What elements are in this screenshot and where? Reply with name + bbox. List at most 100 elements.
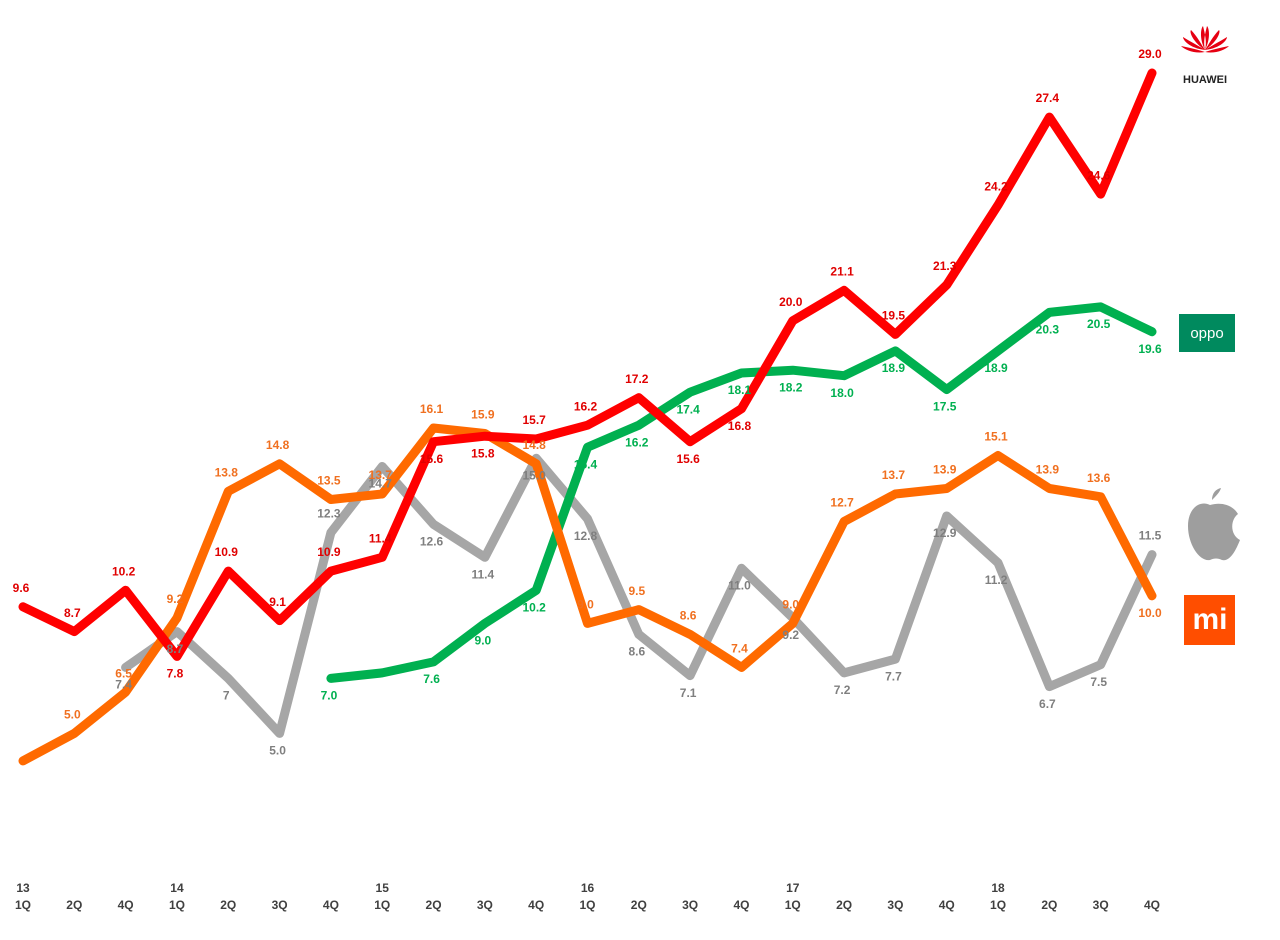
data-label: 11.4 [472,567,495,581]
data-label: 9.5 [628,584,645,598]
data-label: 12.7 [830,496,854,510]
data-label: 11.4 [369,531,392,545]
x-tick-label: 1Q [374,898,390,912]
x-tick-label: 4Q [118,898,134,912]
data-label: 15.6 [676,452,700,466]
data-label: 15.7 [523,413,547,427]
data-label: 7.4 [115,678,132,692]
data-label: 9.0 [577,598,594,612]
data-label: 21.1 [830,265,854,279]
data-label: 16.2 [625,435,649,449]
data-label: 7.4 [731,642,748,656]
data-label: 8.6 [680,609,697,623]
data-label: 14.7 [369,477,393,491]
data-label: 15.1 [984,430,1008,444]
data-label: 9.2 [167,592,184,606]
data-label: 15.0 [523,468,547,482]
data-label: 20.0 [779,295,803,309]
x-tick-label: 3Q [272,898,288,912]
x-tick-label: 2Q [66,898,82,912]
series-line [18,423,1157,766]
x-tick-label: 3Q [887,898,903,912]
data-label: 18.0 [830,386,854,400]
data-label: 7.0 [321,689,338,703]
oppo-logo [1179,314,1235,352]
data-label: 8.6 [628,645,645,659]
data-label: 21.3 [933,259,957,273]
x-tick-label: 2Q [836,898,852,912]
data-label: 15.8 [471,446,495,460]
x-year-label: 14 [170,881,184,895]
x-tick-label: 3Q [1093,898,1109,912]
data-label: 10.9 [215,545,239,559]
legend-label: oppo [1190,325,1223,342]
data-label: 11.5 [1139,529,1162,543]
data-label: 9.2 [782,628,799,642]
data-label: 7.5 [1090,675,1107,689]
data-label: 12.6 [420,534,444,548]
data-label: 7 [223,689,230,703]
data-label: 7.1 [680,686,697,700]
data-label: 17.5 [933,400,957,414]
x-tick-label: 4Q [1144,898,1160,912]
data-label: 17.4 [676,402,700,416]
data-label: 8.7 [64,606,81,620]
data-label: 14.8 [523,438,547,452]
data-label: 19.5 [882,309,906,323]
data-label: 7.2 [834,683,851,697]
data-label: 15.9 [471,408,495,422]
data-label: 20.3 [1036,323,1060,337]
apple-logo [1188,488,1240,561]
x-year-label: 15 [376,881,390,895]
data-label: 20.5 [1087,317,1111,331]
x-tick-label: 1Q [169,898,185,912]
data-label: 18.9 [984,361,1008,375]
data-label: 10.9 [317,545,341,559]
x-tick-label: 2Q [631,898,647,912]
series-line [121,453,1157,738]
data-label: 12.9 [933,526,957,540]
data-label: 9.6 [13,581,30,595]
data-label: 16.2 [574,399,598,413]
x-year-label: 18 [991,881,1005,895]
data-label: 11.0 [728,578,751,592]
x-tick-label: 4Q [323,898,339,912]
data-label: 29.0 [1138,47,1162,61]
huawei-logo [1181,26,1229,53]
data-label: 7.8 [167,667,184,681]
x-tick-label: 3Q [477,898,493,912]
x-tick-label: 1Q [990,898,1006,912]
data-label: 13.7 [882,468,906,482]
data-label: 27.4 [1036,91,1060,105]
x-tick-label: 4Q [939,898,955,912]
data-label: 13.6 [1087,471,1111,485]
x-year-label: 16 [581,881,595,895]
x-tick-label: 2Q [1041,898,1057,912]
data-label: 8.7 [167,642,184,656]
x-tick-label: 1Q [785,898,801,912]
data-label: 24.6 [1087,168,1111,182]
legend-label: HUAWEI [1183,74,1227,86]
x-year-label: 17 [786,881,800,895]
data-label: 14.8 [266,438,290,452]
data-label: 10.2 [112,565,136,579]
x-tick-label: 4Q [528,898,544,912]
data-label: 13.9 [933,463,957,477]
data-label: 10.2 [523,601,547,615]
series-line [18,68,1157,661]
series-line [326,302,1157,683]
data-label: 10.0 [1138,606,1162,620]
data-label: 17.2 [625,372,649,386]
data-label: 9.1 [269,595,286,609]
data-label: 11.2 [985,573,1008,587]
data-label: 7.6 [423,672,440,686]
data-label: 6.5 [115,666,132,680]
x-tick-label: 2Q [220,898,236,912]
data-label: 9.0 [782,598,799,612]
data-label: 18.1 [728,383,752,397]
mi-logo [1184,595,1235,645]
data-label: 6.7 [1039,697,1056,711]
data-label: 15.6 [420,452,444,466]
data-label: 18.2 [779,380,803,394]
